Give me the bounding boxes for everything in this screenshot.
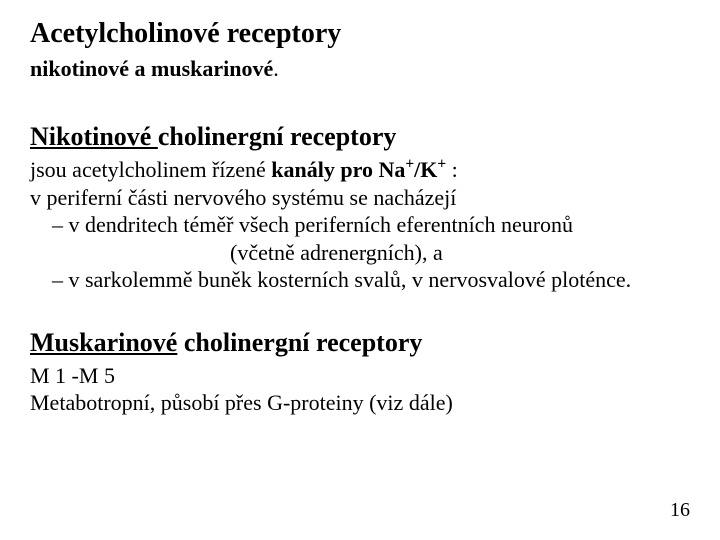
nikotin-bullet1b: (včetně adrenergních), a	[30, 239, 690, 267]
muskarin-line1: M 1 -M 5	[30, 362, 690, 390]
nikotin-line1-colon: :	[446, 157, 458, 182]
nikotin-line1-sup1: +	[405, 156, 414, 173]
page-number: 16	[670, 499, 690, 522]
nikotin-heading-rest: cholinergní receptory	[158, 122, 397, 151]
subtitle-bold: nikotinové a muskarinové	[30, 56, 273, 81]
muskarin-heading-rest: cholinergní receptory	[177, 328, 422, 357]
nikotin-heading-underline: Nikotinové	[30, 122, 158, 151]
section-gap	[30, 294, 690, 328]
nikotin-line2: v periferní části nervového systému se n…	[30, 184, 690, 212]
nikotin-line1-slashk: /K	[414, 157, 437, 182]
nikotin-bullet1: – v dendritech téměř všech periferních e…	[30, 211, 690, 239]
nikotin-bullet2: – v sarkolemmě buněk kosterních svalů, v…	[30, 266, 690, 294]
muskarin-line2: Metabotropní, působí přes G-proteiny (vi…	[30, 389, 690, 417]
muskarin-heading-underline: Muskarinové	[30, 328, 177, 357]
main-title: Acetylcholinové receptory	[30, 18, 690, 50]
nikotin-line1-pre: jsou acetylcholinem řízené	[30, 157, 271, 182]
nikotin-line1: jsou acetylcholinem řízené kanály pro Na…	[30, 156, 690, 184]
nikotin-heading: Nikotinové cholinergní receptory	[30, 122, 690, 152]
nikotin-line1-bold-na: kanály pro Na	[271, 157, 405, 182]
nikotin-line1-sup2: +	[437, 156, 446, 173]
main-subtitle: nikotinové a muskarinové.	[30, 56, 690, 82]
muskarin-heading: Muskarinové cholinergní receptory	[30, 328, 690, 358]
slide-container: Acetylcholinové receptory nikotinové a m…	[0, 0, 720, 540]
subtitle-period: .	[273, 56, 279, 81]
